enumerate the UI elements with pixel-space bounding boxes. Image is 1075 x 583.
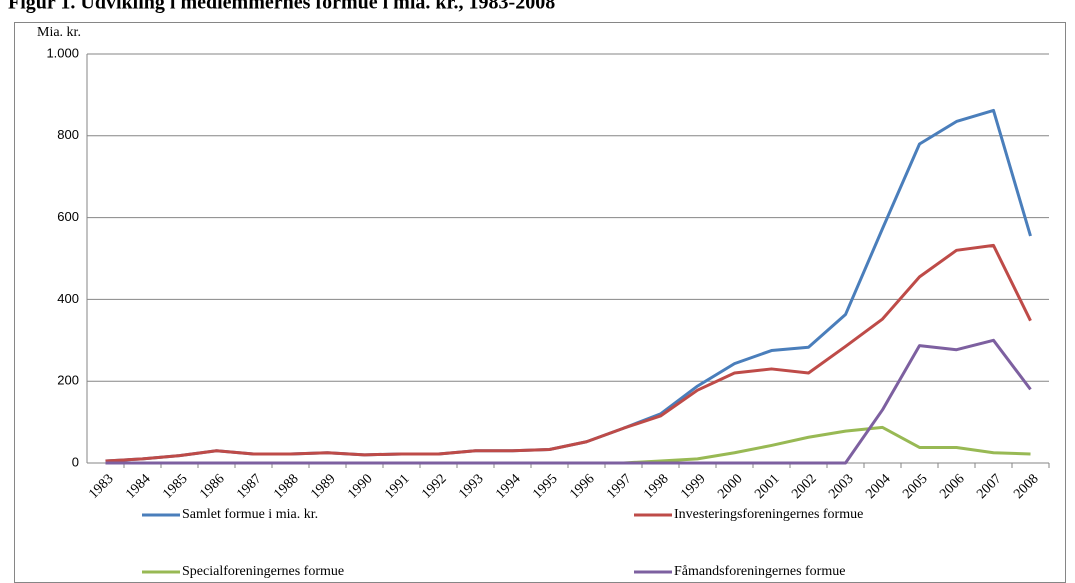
chart-title: Figur 1. Udvikling i medlemmernes formue…	[8, 0, 555, 14]
x-tick-label: 2001	[752, 471, 782, 501]
y-tick-label: 200	[57, 373, 79, 388]
x-tick-label: 1987	[234, 471, 264, 501]
x-tick-label: 1998	[641, 471, 671, 501]
x-tick-label: 1990	[345, 471, 375, 501]
x-tick-label: 1988	[271, 471, 301, 501]
x-tick-label: 1992	[419, 471, 449, 501]
y-tick-label: 1.000	[46, 45, 79, 60]
x-tick-label: 2003	[826, 471, 856, 501]
x-tick-label: 1993	[456, 471, 486, 501]
x-tick-label: 1985	[160, 471, 190, 501]
y-axis-label: Mia. kr.	[37, 25, 81, 40]
x-tick-label: 2006	[937, 471, 967, 501]
legend-label: Specialforeningernes formue	[182, 564, 344, 579]
y-tick-label: 600	[57, 209, 79, 224]
x-tick-label: 1996	[567, 471, 597, 501]
x-tick-label: 2000	[715, 471, 745, 501]
legend-label: Investeringsforeningernes formue	[674, 507, 863, 522]
legend-label: Samlet formue i mia. kr.	[182, 507, 318, 522]
x-tick-label: 1995	[530, 471, 560, 501]
y-tick-label: 400	[57, 291, 79, 306]
x-tick-label: 2008	[1011, 471, 1041, 501]
x-tick-label: 2007	[974, 471, 1004, 501]
x-tick-label: 1984	[123, 471, 153, 501]
x-tick-label: 2002	[789, 471, 819, 501]
x-tick-label: 1983	[86, 471, 116, 501]
series-line	[105, 108, 1032, 463]
series-line	[105, 243, 1032, 463]
legend-label: Fåmandsforeningernes formue	[674, 564, 845, 579]
x-tick-label: 1999	[678, 471, 708, 501]
y-tick-label: 800	[57, 127, 79, 142]
x-tick-label: 2004	[863, 471, 893, 501]
x-tick-label: 1986	[197, 471, 227, 501]
x-tick-label: 1989	[308, 471, 338, 501]
y-tick-label: 0	[72, 454, 79, 469]
x-tick-label: 1994	[493, 471, 523, 501]
x-tick-label: 1997	[604, 471, 634, 501]
series-line	[105, 338, 1032, 465]
x-tick-label: 2005	[900, 471, 930, 501]
x-tick-label: 1991	[382, 471, 412, 501]
